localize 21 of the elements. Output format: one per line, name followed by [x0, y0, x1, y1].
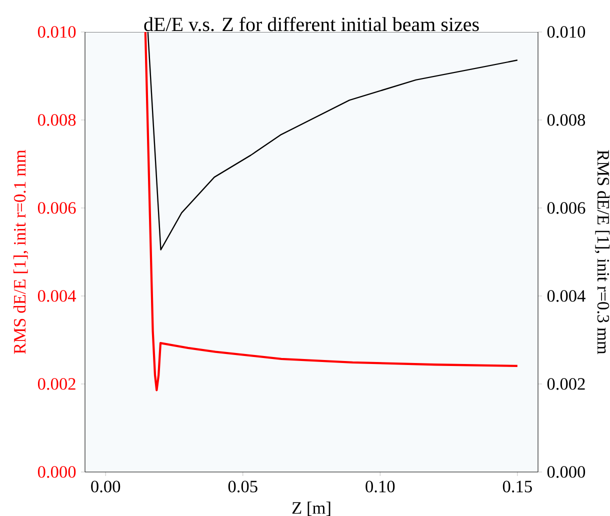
x-tick-label: 0.00: [91, 480, 120, 492]
y-tick-label: 0.002: [38, 378, 76, 390]
y2-tick-label: 0.010: [547, 26, 586, 38]
y2-tick-label: 0.002: [547, 378, 585, 390]
y-tick-label: 0.008: [38, 114, 76, 126]
y-tick-label: 0.004: [38, 290, 76, 302]
y2-tick-label: 0.000: [547, 466, 586, 478]
y-axis-title: RMS dE/E [1], init r=0.1 mm: [13, 150, 28, 354]
y2-axis-title: RMS dE/E [1], init r=0.3 mm: [594, 150, 610, 354]
x-tick-label: 0.15: [502, 480, 532, 492]
x-axis-title: Z [m]: [292, 502, 330, 516]
y-tick-label: 0.000: [38, 466, 76, 478]
x-tick-label: 0.05: [228, 480, 258, 492]
y2-tick-label: 0.008: [547, 114, 586, 126]
y-tick-label: 0.006: [38, 202, 76, 214]
x-tick-label: 0.10: [366, 480, 395, 492]
y2-tick-label: 0.004: [547, 290, 586, 302]
chart-title: dE/E v.s. Z for different initial beam sizes: [144, 16, 479, 32]
y-tick-label: 0.010: [38, 26, 76, 38]
line-series: [144, 32, 518, 392]
y2-tick-label: 0.006: [547, 202, 586, 214]
